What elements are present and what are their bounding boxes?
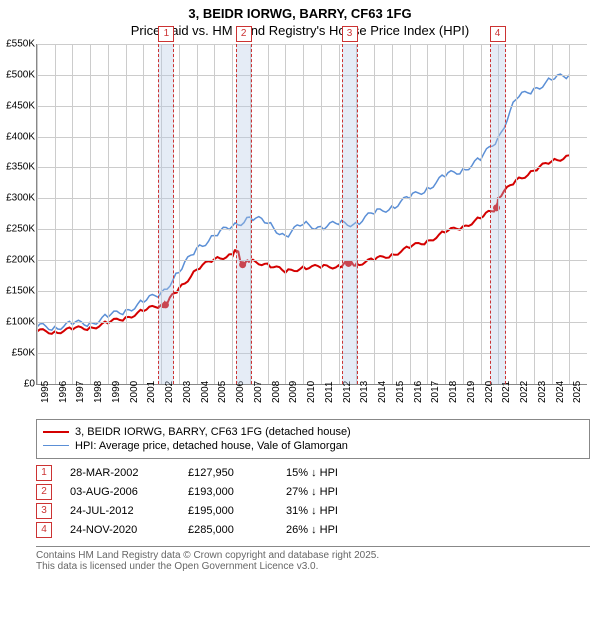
sale-marker-label: 1 bbox=[158, 26, 174, 42]
sale-row: 3 24-JUL-2012 £195,000 31% ↓ HPI bbox=[36, 503, 590, 519]
sale-hpi-delta: 15% ↓ HPI bbox=[286, 467, 338, 479]
sale-price: £195,000 bbox=[188, 505, 268, 517]
sale-price: £285,000 bbox=[188, 524, 268, 536]
x-axis-tick: 2025 bbox=[572, 381, 583, 403]
sale-date: 28-MAR-2002 bbox=[70, 467, 170, 479]
x-axis-tick: 2004 bbox=[200, 381, 211, 403]
footer-line2: This data is licensed under the Open Gov… bbox=[36, 561, 590, 572]
legend-row: 3, BEIDR IORWG, BARRY, CF63 1FG (detache… bbox=[43, 426, 583, 438]
x-axis-tick: 1995 bbox=[40, 381, 51, 403]
x-axis-tick: 2016 bbox=[413, 381, 424, 403]
sale-index-badge: 3 bbox=[36, 503, 52, 519]
y-axis-tick: £400K bbox=[1, 131, 35, 142]
x-axis-tick: 2014 bbox=[377, 381, 388, 403]
legend-label: 3, BEIDR IORWG, BARRY, CF63 1FG (detache… bbox=[75, 426, 351, 438]
legend-row: HPI: Average price, detached house, Vale… bbox=[43, 440, 583, 452]
title-address: 3, BEIDR IORWG, BARRY, CF63 1FG bbox=[188, 6, 411, 21]
legend-swatch bbox=[43, 431, 69, 433]
y-axis-tick: £150K bbox=[1, 286, 35, 297]
sale-index-badge: 4 bbox=[36, 522, 52, 538]
y-axis-tick: £0 bbox=[1, 378, 35, 389]
price-chart-page: 3, BEIDR IORWG, BARRY, CF63 1FG Price pa… bbox=[0, 0, 600, 620]
legend-label: HPI: Average price, detached house, Vale… bbox=[75, 440, 348, 452]
y-axis-tick: £300K bbox=[1, 193, 35, 204]
sale-marker-label: 2 bbox=[236, 26, 252, 42]
chart-title: 3, BEIDR IORWG, BARRY, CF63 1FG Price pa… bbox=[0, 0, 600, 40]
sales-table: 1 28-MAR-2002 £127,950 15% ↓ HPI 2 03-AUG-200… bbox=[36, 465, 590, 538]
sale-row: 4 24-NOV-2020 £285,000 26% ↓ HPI bbox=[36, 522, 590, 538]
x-axis-tick: 2020 bbox=[484, 381, 495, 403]
sale-date: 03-AUG-2006 bbox=[70, 486, 170, 498]
x-axis-tick: 2013 bbox=[359, 381, 370, 403]
y-axis-tick: £450K bbox=[1, 100, 35, 111]
x-axis-tick: 1999 bbox=[111, 381, 122, 403]
x-axis-tick: 2003 bbox=[182, 381, 193, 403]
y-axis-tick: £500K bbox=[1, 69, 35, 80]
x-axis-tick: 2017 bbox=[430, 381, 441, 403]
x-axis-tick: 1997 bbox=[75, 381, 86, 403]
y-axis-tick: £100K bbox=[1, 316, 35, 327]
sale-price: £193,000 bbox=[188, 486, 268, 498]
sale-date: 24-NOV-2020 bbox=[70, 524, 170, 536]
title-subtitle: Price paid vs. HM Land Registry's House … bbox=[131, 23, 469, 38]
sale-price: £127,950 bbox=[188, 467, 268, 479]
sale-marker-label: 3 bbox=[342, 26, 358, 42]
sale-row: 2 03-AUG-2006 £193,000 27% ↓ HPI bbox=[36, 484, 590, 500]
x-axis-tick: 2022 bbox=[519, 381, 530, 403]
legend-box: 3, BEIDR IORWG, BARRY, CF63 1FG (detache… bbox=[36, 419, 590, 459]
x-axis-tick: 2001 bbox=[146, 381, 157, 403]
sale-index-badge: 1 bbox=[36, 465, 52, 481]
x-axis-tick: 2024 bbox=[555, 381, 566, 403]
y-axis-tick: £50K bbox=[1, 347, 35, 358]
x-axis-tick: 2019 bbox=[466, 381, 477, 403]
x-axis-tick: 2008 bbox=[271, 381, 282, 403]
x-axis-tick: 2000 bbox=[129, 381, 140, 403]
legend-swatch bbox=[43, 445, 69, 446]
y-axis-tick: £200K bbox=[1, 255, 35, 266]
x-axis-tick: 2012 bbox=[342, 381, 353, 403]
sale-hpi-delta: 31% ↓ HPI bbox=[286, 505, 338, 517]
sale-marker-band bbox=[342, 44, 358, 384]
sale-date: 24-JUL-2012 bbox=[70, 505, 170, 517]
sale-index-badge: 2 bbox=[36, 484, 52, 500]
sale-row: 1 28-MAR-2002 £127,950 15% ↓ HPI bbox=[36, 465, 590, 481]
x-axis-tick: 2011 bbox=[324, 381, 335, 403]
sale-hpi-delta: 27% ↓ HPI bbox=[286, 486, 338, 498]
x-axis-tick: 2002 bbox=[164, 381, 175, 403]
x-axis-tick: 1996 bbox=[58, 381, 69, 403]
sale-marker-band bbox=[236, 44, 252, 384]
sale-marker-band bbox=[490, 44, 506, 384]
footer-attribution: Contains HM Land Registry data © Crown c… bbox=[36, 546, 590, 572]
x-axis-tick: 2023 bbox=[537, 381, 548, 403]
x-axis-tick: 2007 bbox=[253, 381, 264, 403]
chart-plot-area: £0£50K£100K£150K£200K£250K£300K£350K£400… bbox=[36, 44, 587, 385]
x-axis-tick: 2006 bbox=[235, 381, 246, 403]
x-axis-tick: 1998 bbox=[93, 381, 104, 403]
x-axis-tick: 2021 bbox=[501, 381, 512, 403]
y-axis-tick: £250K bbox=[1, 224, 35, 235]
y-axis-tick: £550K bbox=[1, 38, 35, 49]
x-axis-tick: 2009 bbox=[288, 381, 299, 403]
sale-hpi-delta: 26% ↓ HPI bbox=[286, 524, 338, 536]
footer-line1: Contains HM Land Registry data © Crown c… bbox=[36, 550, 590, 561]
sale-marker-band bbox=[158, 44, 174, 384]
x-axis-tick: 2018 bbox=[448, 381, 459, 403]
x-axis-tick: 2010 bbox=[306, 381, 317, 403]
y-axis-tick: £350K bbox=[1, 162, 35, 173]
x-axis-tick: 2005 bbox=[217, 381, 228, 403]
sale-marker-label: 4 bbox=[490, 26, 506, 42]
x-axis-tick: 2015 bbox=[395, 381, 406, 403]
